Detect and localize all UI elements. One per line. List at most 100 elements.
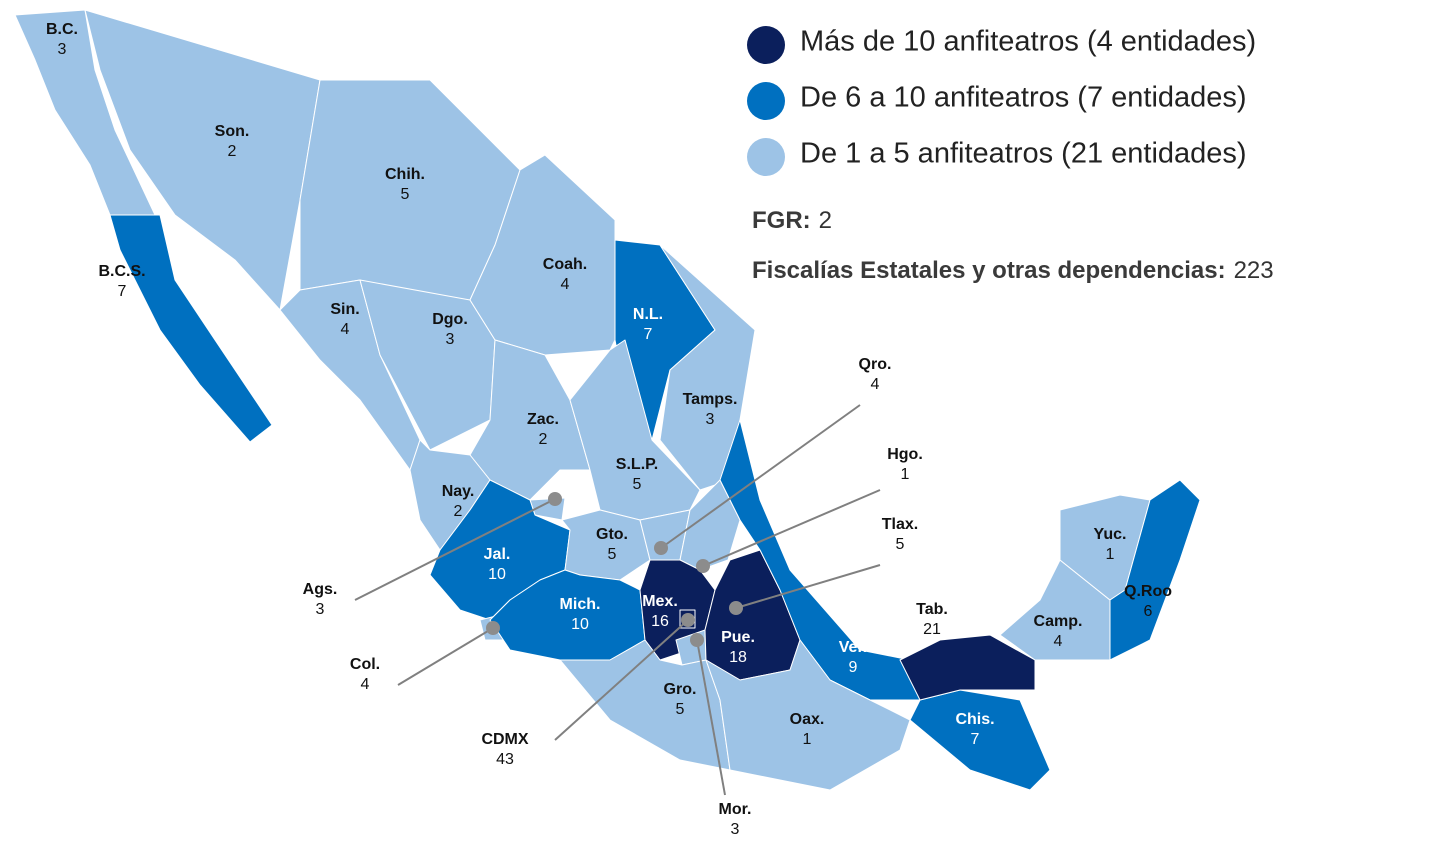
summary-label: FGR:	[752, 207, 811, 234]
leader-line	[354, 498, 556, 601]
state-value: 4	[561, 276, 570, 293]
state-name: Gto.	[596, 526, 628, 543]
leader-line	[696, 639, 726, 796]
legend-label: De 1 a 5 anfiteatros (21 entidades)	[800, 138, 1247, 170]
state-name: Col.	[350, 656, 380, 673]
state-name: Son.	[215, 123, 250, 140]
state-value: 6	[1144, 603, 1153, 620]
state-shape	[909, 689, 1051, 791]
legend-swatch	[747, 138, 785, 176]
state-value: 1	[901, 466, 910, 483]
state-name: S.L.P.	[616, 456, 658, 473]
state-name: Mex.	[642, 593, 678, 610]
state-name: Oax.	[790, 711, 825, 728]
state-shape	[569, 339, 701, 521]
state-value: 16	[651, 613, 669, 630]
state-value: 5	[608, 546, 617, 563]
leader-line	[397, 627, 494, 686]
leader-dot	[654, 541, 668, 555]
state-value: 4	[1054, 633, 1063, 650]
state-value: 7	[118, 283, 127, 300]
legend-label: De 6 a 10 anfiteatros (7 entidades)	[800, 82, 1247, 114]
summary-label: Fiscalías Estatales y otras dependencias…	[752, 257, 1226, 284]
summary-value: 2	[819, 207, 832, 234]
state-value: 7	[971, 731, 980, 748]
state-name: Chih.	[385, 166, 425, 183]
state-value: 5	[676, 701, 685, 718]
legend: Más de 10 anfiteatros (4 entidades) De 6 …	[747, 26, 1274, 284]
state-value: 2	[539, 431, 548, 448]
state-value: 43	[496, 751, 514, 768]
leader-dot	[696, 559, 710, 573]
summary-value: 223	[1234, 257, 1274, 284]
leader-line	[554, 619, 689, 741]
state-name: Tlax.	[882, 516, 918, 533]
leader-dot	[486, 621, 500, 635]
state-shape	[561, 509, 651, 581]
state-name: Hgo.	[887, 446, 923, 463]
state-value: 3	[731, 821, 740, 838]
state-value: 3	[706, 411, 715, 428]
state-shapes	[14, 9, 1201, 791]
state-value: 10	[488, 566, 506, 583]
state-name: Tab.	[916, 601, 948, 618]
summary-line: Fiscalías Estatales y otras dependencias…	[752, 257, 1274, 284]
state-value: 3	[58, 41, 67, 58]
state-value: 4	[341, 321, 350, 338]
state-name: B.C.	[46, 21, 78, 38]
state-name: Mich.	[560, 596, 601, 613]
state-shape	[899, 634, 1036, 701]
state-name: Jal.	[484, 546, 511, 563]
state-value: 1	[1106, 546, 1115, 563]
state-value: 18	[729, 649, 747, 666]
state-name: Ags.	[303, 581, 338, 598]
state-name: Zac.	[527, 411, 559, 428]
state-value: 3	[446, 331, 455, 348]
state-value: 10	[571, 616, 589, 633]
state-value: 21	[923, 621, 941, 638]
state-value: 5	[896, 536, 905, 553]
summary-line: FGR: 2	[752, 207, 832, 234]
leader-dot	[729, 601, 743, 615]
state-name: Coah.	[543, 256, 587, 273]
state-name: Ver.	[839, 639, 867, 656]
state-shape	[1109, 479, 1201, 661]
leader-dot	[681, 613, 695, 627]
leader-line	[735, 564, 881, 609]
legend-label: Más de 10 anfiteatros (4 entidades)	[800, 26, 1256, 58]
state-value: 5	[633, 476, 642, 493]
state-shape	[705, 639, 911, 791]
state-name: CDMX	[481, 731, 528, 748]
state-value: 2	[454, 503, 463, 520]
state-labels: B.C. 3 B.C.S. 7 Son. 2 Chih. 5 Sin. 4 Dgo. 3 Coah. 4 N…	[46, 21, 1172, 838]
leader-dot	[690, 633, 704, 647]
state-value: 7	[644, 326, 653, 343]
leader-line	[660, 404, 861, 549]
state-name: B.C.S.	[98, 263, 145, 280]
state-value: 9	[849, 659, 858, 676]
state-name: Dgo.	[432, 311, 468, 328]
state-value: 3	[316, 601, 325, 618]
leader-lines	[354, 404, 881, 796]
legend-swatch	[747, 26, 785, 64]
state-name: Pue.	[721, 629, 755, 646]
state-value: 4	[361, 676, 370, 693]
state-name: Camp.	[1034, 613, 1083, 630]
state-name: Sin.	[330, 301, 359, 318]
state-name: Chis.	[955, 711, 994, 728]
state-name: N.L.	[633, 306, 663, 323]
state-shape	[719, 419, 921, 701]
state-name: Q.Roo	[1124, 583, 1172, 600]
state-name: Qro.	[859, 356, 892, 373]
state-name: Mor.	[719, 801, 752, 818]
state-name: Yuc.	[1094, 526, 1127, 543]
state-value: 5	[401, 186, 410, 203]
state-value: 2	[228, 143, 237, 160]
state-name: Gro.	[664, 681, 697, 698]
state-name: Nay.	[442, 483, 475, 500]
legend-swatch	[747, 82, 785, 120]
state-shape	[109, 214, 273, 443]
leader-line	[702, 489, 881, 567]
leader-dot	[548, 492, 562, 506]
